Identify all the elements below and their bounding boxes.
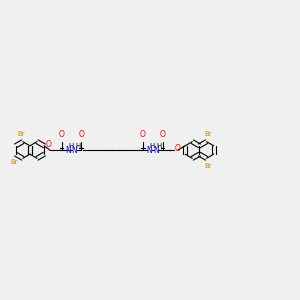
Text: N: N (65, 146, 71, 154)
Text: H: H (75, 143, 80, 149)
Text: H: H (150, 143, 155, 149)
Text: N: N (153, 146, 159, 154)
Text: Br: Br (204, 131, 212, 137)
Text: N: N (147, 146, 152, 154)
Text: O: O (175, 144, 181, 153)
Text: N: N (72, 146, 77, 154)
Text: O: O (160, 130, 166, 139)
Text: H: H (68, 143, 74, 149)
Text: Br: Br (10, 159, 18, 165)
Text: O: O (78, 130, 84, 139)
Text: Br: Br (204, 163, 212, 169)
Text: O: O (46, 140, 52, 149)
Text: Br: Br (17, 131, 25, 137)
Text: O: O (140, 130, 146, 139)
Text: H: H (156, 143, 162, 149)
Text: O: O (58, 130, 64, 139)
